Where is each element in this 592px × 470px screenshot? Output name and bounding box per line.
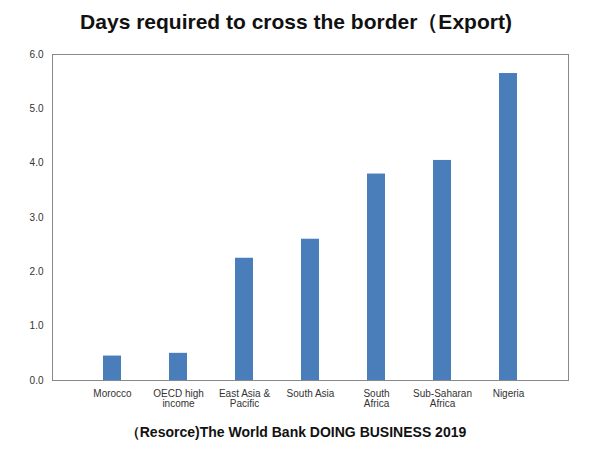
- svg-text:1.0: 1.0: [30, 320, 44, 331]
- svg-text:OECD highincome: OECD highincome: [153, 388, 204, 409]
- svg-text:South Asia: South Asia: [287, 388, 335, 399]
- svg-text:Sub-SaharanAfrica: Sub-SaharanAfrica: [413, 388, 472, 409]
- svg-text:Morocco: Morocco: [93, 388, 132, 399]
- svg-text:2.0: 2.0: [30, 266, 44, 277]
- svg-text:3.0: 3.0: [30, 212, 44, 223]
- svg-text:0.0: 0.0: [30, 375, 44, 386]
- svg-text:4.0: 4.0: [30, 157, 44, 168]
- svg-text:SouthAfrica: SouthAfrica: [363, 388, 389, 409]
- html-text:（Resorce)The World Bank DOING: （Resorce)The World Bank DOING BUSINESS 2…: [125, 424, 467, 440]
- svg-text:Nigeria: Nigeria: [493, 388, 525, 399]
- svg-text:6.0: 6.0: [30, 49, 44, 60]
- svg-text:5.0: 5.0: [30, 103, 44, 114]
- svg-text:East Asia &Pacific: East Asia &Pacific: [219, 388, 270, 409]
- html-text:Days required to cross the bor: Days required to cross the border（Export…: [80, 10, 512, 33]
